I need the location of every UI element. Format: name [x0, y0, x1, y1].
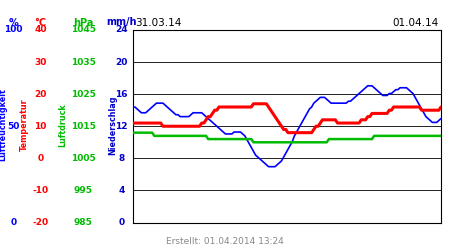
Text: 16: 16: [115, 90, 128, 99]
Text: 8: 8: [118, 154, 125, 163]
Text: 10: 10: [34, 122, 47, 131]
Text: 12: 12: [115, 122, 128, 131]
Text: Niederschlag: Niederschlag: [108, 95, 117, 155]
Text: Erstellt: 01.04.2014 13:24: Erstellt: 01.04.2014 13:24: [166, 237, 284, 246]
Text: °C: °C: [35, 18, 46, 28]
Text: 20: 20: [34, 90, 47, 99]
Text: %: %: [9, 18, 18, 28]
Text: 985: 985: [74, 218, 93, 227]
Text: 50: 50: [7, 122, 20, 131]
Text: 30: 30: [34, 58, 47, 66]
Text: Luftdruck: Luftdruck: [58, 103, 68, 147]
Text: 01.04.14: 01.04.14: [392, 18, 439, 28]
Text: 0: 0: [118, 218, 125, 227]
Text: 24: 24: [115, 26, 128, 35]
Text: 40: 40: [34, 26, 47, 35]
Text: -10: -10: [32, 186, 49, 195]
Text: mm/h: mm/h: [106, 18, 137, 28]
Text: 4: 4: [118, 186, 125, 195]
Text: Luftfeuchtigkeit: Luftfeuchtigkeit: [0, 89, 7, 162]
Text: 995: 995: [74, 186, 93, 195]
Text: 100: 100: [4, 26, 23, 35]
Text: 1045: 1045: [71, 26, 96, 35]
Text: 31.03.14: 31.03.14: [135, 18, 181, 28]
Text: hPa: hPa: [73, 18, 94, 28]
Text: 0: 0: [10, 218, 17, 227]
Text: 1025: 1025: [71, 90, 96, 99]
Text: 20: 20: [115, 58, 128, 66]
Text: -20: -20: [32, 218, 49, 227]
Text: 1035: 1035: [71, 58, 96, 66]
Text: 1005: 1005: [71, 154, 95, 163]
Text: 0: 0: [37, 154, 44, 163]
Text: Temperatur: Temperatur: [20, 99, 29, 151]
Text: 1015: 1015: [71, 122, 96, 131]
